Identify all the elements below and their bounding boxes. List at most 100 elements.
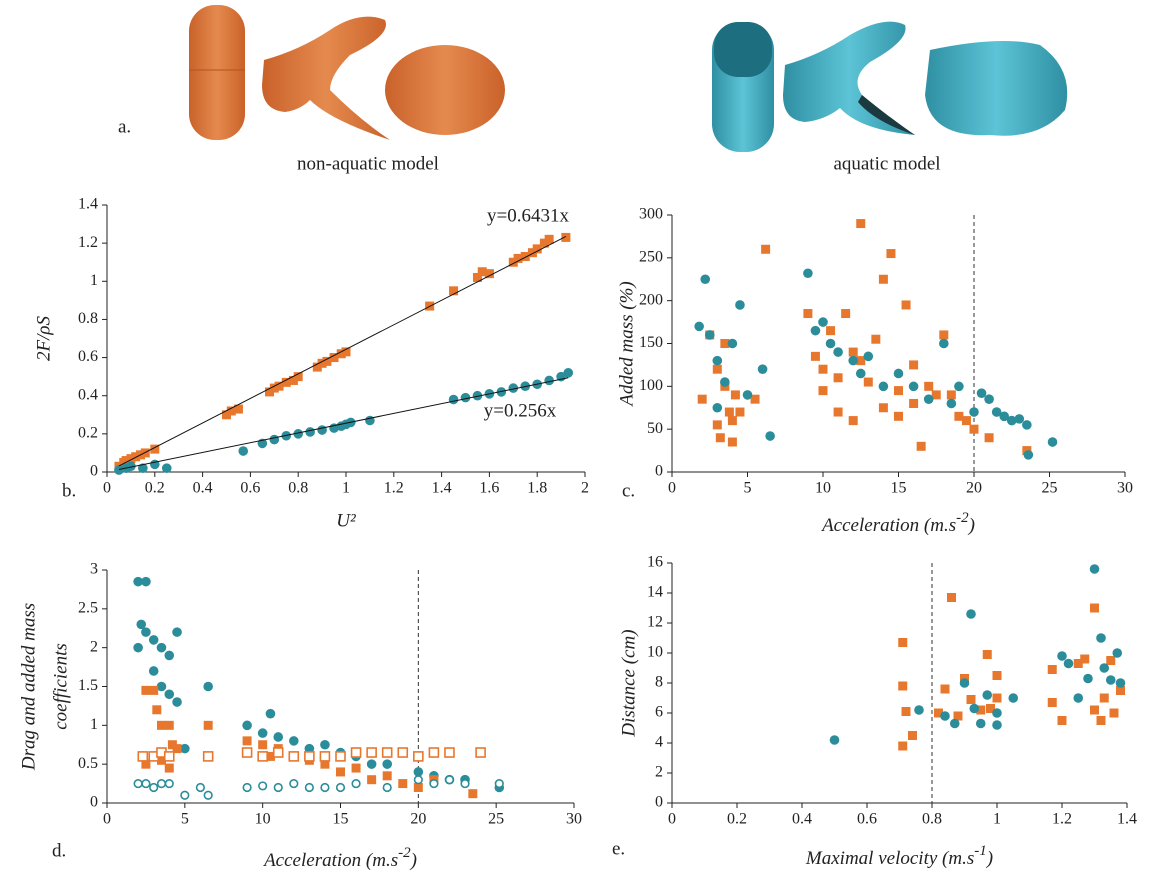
point (133, 576, 143, 587)
point (269, 383, 279, 393)
point (137, 751, 149, 762)
point (946, 398, 957, 409)
point (750, 394, 760, 404)
point (1022, 420, 1032, 430)
fit-line (118, 377, 569, 471)
y-tick-label: 150 (639, 334, 663, 351)
fit-line (118, 236, 567, 467)
point (898, 638, 908, 647)
point (265, 387, 275, 397)
x-tick-label: 1.2 (1052, 811, 1072, 828)
point (863, 377, 873, 387)
point (1099, 693, 1109, 703)
x-tick-label: 15 (333, 811, 349, 828)
x-tick-label: 10 (255, 811, 271, 828)
point (848, 347, 858, 357)
point (136, 619, 147, 630)
point (202, 751, 214, 762)
point (923, 394, 934, 404)
point (382, 782, 392, 793)
point (871, 334, 881, 344)
y-tick-label: 1.2 (78, 234, 98, 251)
point (544, 234, 554, 244)
point (953, 711, 963, 721)
point (1105, 675, 1116, 685)
point (273, 782, 283, 793)
point (156, 778, 167, 789)
point (320, 759, 330, 769)
point (138, 463, 148, 473)
y-axis-label: coefficients (50, 643, 71, 730)
point (289, 778, 299, 789)
point (226, 406, 236, 416)
point (878, 274, 888, 284)
point (992, 693, 1002, 703)
point (818, 386, 828, 396)
point (704, 330, 715, 340)
point (833, 373, 843, 383)
point (694, 321, 704, 332)
point (449, 286, 459, 296)
point (413, 782, 423, 792)
point (982, 650, 992, 659)
point (939, 338, 949, 349)
y-tick-label: 2 (655, 764, 663, 781)
x-tick-label: 0.4 (792, 811, 812, 828)
point (203, 681, 213, 692)
point (320, 739, 330, 750)
point (727, 338, 738, 349)
point (949, 718, 960, 729)
point (126, 454, 136, 464)
point (428, 747, 440, 758)
panel-label: c. (622, 480, 635, 501)
point (1047, 698, 1057, 707)
y-tick-label: 0 (655, 794, 663, 811)
x-tick-label: 0 (103, 480, 111, 497)
annotation: y=0.6431x (487, 205, 569, 226)
point (238, 446, 249, 456)
point (148, 666, 159, 676)
point (999, 411, 1009, 422)
x-axis-label: Acceleration (m.s-2) (820, 510, 975, 536)
point (1090, 705, 1099, 715)
point (444, 747, 455, 758)
point (916, 441, 926, 451)
point (460, 778, 470, 789)
point (233, 404, 243, 414)
point (413, 775, 423, 785)
x-axis-label-text: Acceleration (m.s (262, 850, 398, 871)
point (818, 364, 828, 374)
aquatic-model-images (712, 21, 1068, 152)
point (322, 356, 332, 366)
x-tick-label: 20 (966, 480, 982, 497)
point (1006, 415, 1017, 426)
point (472, 390, 483, 401)
point (141, 759, 151, 769)
point (855, 368, 866, 379)
point (272, 747, 284, 758)
x-tick-label: 1.8 (527, 480, 547, 497)
x-axis-label: Maximal velocity (m.s-1) (805, 843, 993, 869)
point (826, 326, 836, 336)
point (203, 790, 213, 800)
point (329, 353, 339, 363)
point (336, 349, 346, 359)
point (172, 627, 182, 637)
point (148, 635, 159, 645)
point (724, 407, 734, 417)
y-tick-label: 250 (639, 249, 663, 266)
x-tick-label: 0 (668, 480, 676, 497)
point (894, 386, 903, 396)
point (242, 736, 252, 746)
point (164, 689, 175, 700)
y-tick-label: 16 (647, 554, 663, 571)
point (258, 740, 268, 750)
point (1115, 678, 1126, 688)
point (141, 778, 151, 789)
point (992, 720, 1002, 730)
x-tick-label: 2 (581, 480, 589, 497)
point (149, 685, 159, 695)
point (969, 407, 979, 417)
point (532, 244, 542, 254)
